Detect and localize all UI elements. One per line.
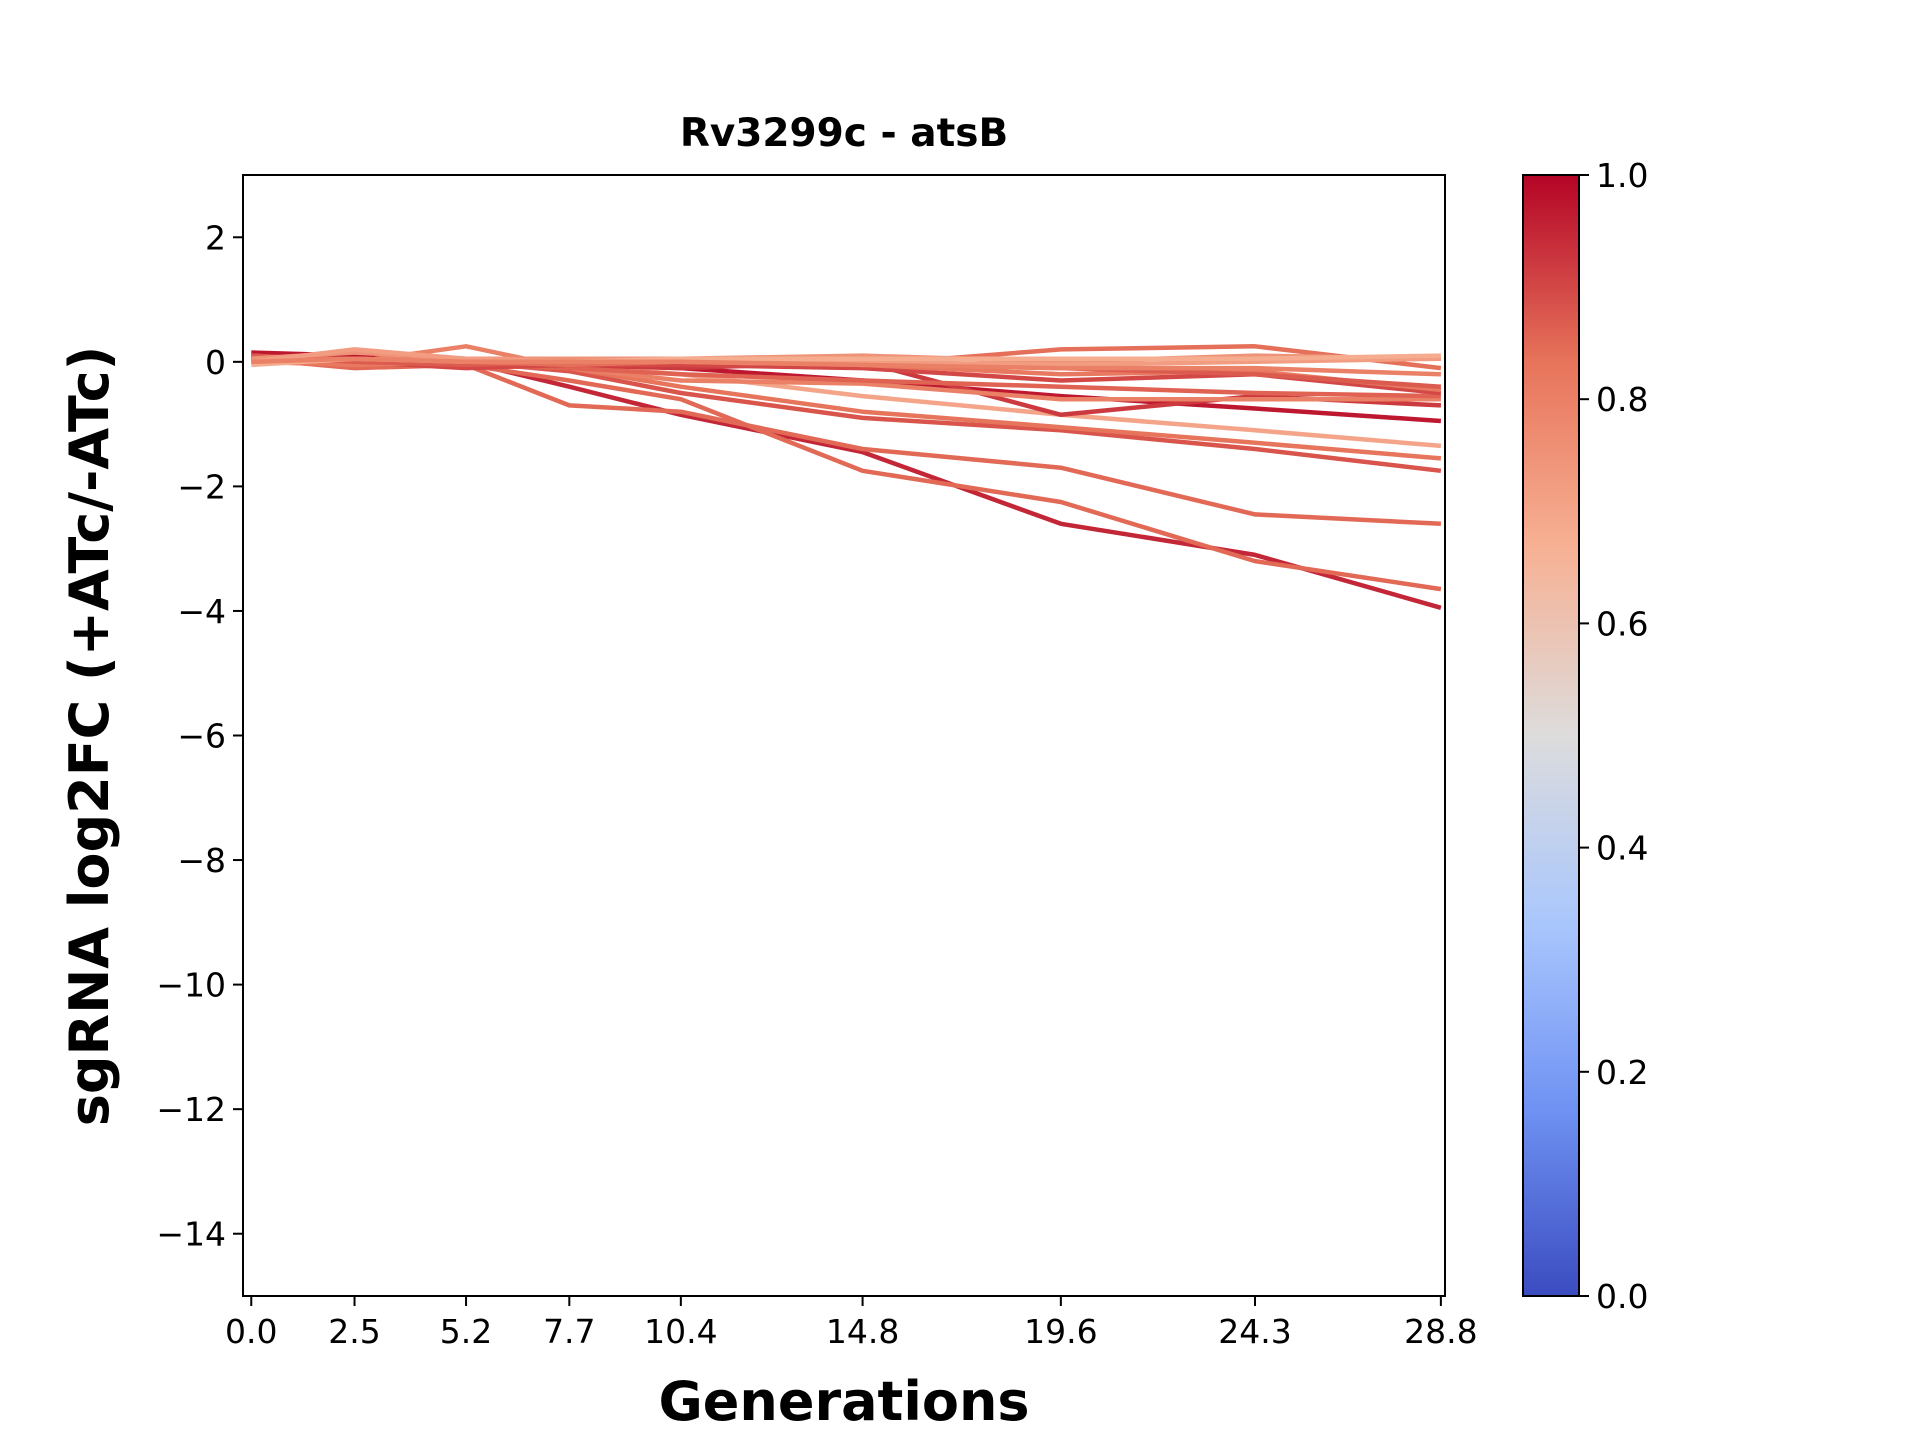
x-tick-label: 0.0 bbox=[225, 1312, 277, 1351]
colorbar-tick-label: 0.0 bbox=[1596, 1277, 1648, 1316]
x-tick-label: 5.2 bbox=[440, 1312, 492, 1351]
x-tick-label: 24.3 bbox=[1218, 1312, 1291, 1351]
colorbar-tick-label: 0.8 bbox=[1596, 380, 1648, 419]
x-tick-label: 7.7 bbox=[543, 1312, 595, 1351]
y-tick-label: −8 bbox=[177, 841, 226, 880]
y-tick-label: −6 bbox=[177, 717, 226, 756]
y-tick-label: −12 bbox=[156, 1090, 226, 1129]
y-tick-label: 2 bbox=[205, 218, 226, 257]
colorbar-tick-label: 0.4 bbox=[1596, 829, 1648, 868]
y-tick-label: −14 bbox=[156, 1215, 226, 1254]
x-tick-label: 2.5 bbox=[328, 1312, 380, 1351]
colorbar-tick-label: 1.0 bbox=[1596, 156, 1648, 195]
x-tick-label: 19.6 bbox=[1024, 1312, 1097, 1351]
y-axis-title: sgRNA log2FC (+ATc/-ATc) bbox=[58, 346, 121, 1127]
colorbar-tick-label: 0.2 bbox=[1596, 1053, 1648, 1092]
chart-title: Rv3299c - atsB bbox=[680, 111, 1008, 156]
plot-frame bbox=[242, 174, 1446, 1297]
series-layer bbox=[251, 344, 1442, 610]
y-tick-label: −4 bbox=[177, 592, 226, 631]
series-line-17 bbox=[251, 356, 1441, 377]
y-tick-label: 0 bbox=[205, 343, 226, 382]
colorbar-tick-label: 0.6 bbox=[1596, 604, 1648, 643]
y-tick-label: −2 bbox=[177, 467, 226, 506]
x-tick-label: 28.8 bbox=[1404, 1312, 1477, 1351]
colorbar-axis: 0.0 0.2 0.4 0.6 0.8 1.0 bbox=[1579, 156, 1648, 1316]
colorbar bbox=[1522, 174, 1580, 1297]
x-tick-label: 14.8 bbox=[826, 1312, 899, 1351]
y-tick-label: −10 bbox=[156, 966, 226, 1005]
x-axis: 0.0 2.5 5.2 7.7 10.4 14.8 19.6 24.3 28.8 bbox=[225, 1296, 1478, 1351]
y-axis: 2 0 −2 −4 −6 −8 −10 −12 −14 bbox=[156, 218, 243, 1254]
x-tick-label: 10.4 bbox=[644, 1312, 717, 1351]
series-line-1 bbox=[251, 356, 1442, 592]
x-axis-title: Generations bbox=[658, 1370, 1029, 1433]
